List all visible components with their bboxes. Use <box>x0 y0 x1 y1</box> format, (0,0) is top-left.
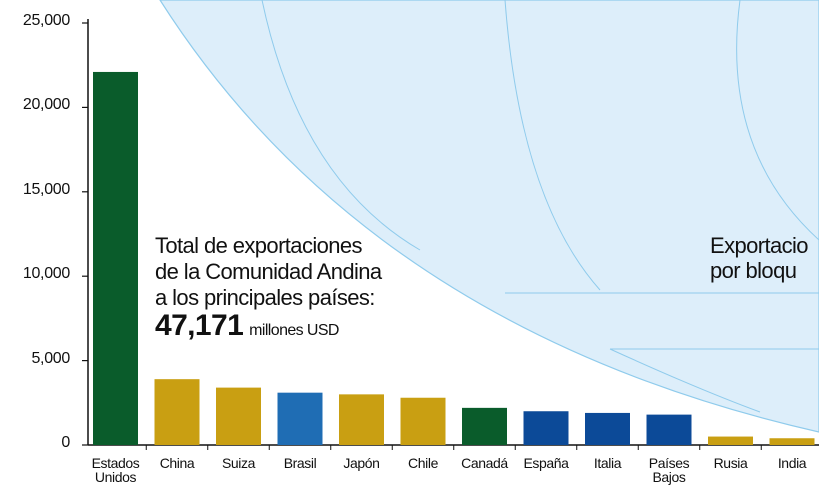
bar <box>462 407 507 445</box>
x-tick-label: Chile <box>408 455 438 471</box>
x-tick-label: Japón <box>343 455 380 471</box>
bar <box>769 438 815 445</box>
bar <box>523 411 569 445</box>
x-tick-label: China <box>159 455 195 471</box>
x-tick-label: India <box>777 455 807 471</box>
background-globe <box>159 0 819 433</box>
y-tick-label: 5,000 <box>31 349 70 367</box>
bar <box>400 397 446 445</box>
side-annotation: Exportacio por bloqu <box>710 233 809 283</box>
x-tick-label: Rusia <box>713 455 748 471</box>
annotation-total: 47,171 <box>155 309 244 342</box>
bar <box>277 392 323 445</box>
x-tick-label: Estados Unidos <box>91 455 140 485</box>
x-tick-label: Brasil <box>283 455 317 471</box>
bar <box>585 412 630 445</box>
x-tick-label: España <box>523 455 569 471</box>
annotation-line: Total de exportaciones <box>155 233 363 258</box>
side-annotation-line: Exportacio <box>710 233 809 258</box>
bar <box>154 379 200 445</box>
x-tick-label: Países Bajos <box>648 455 690 485</box>
bar <box>93 71 138 446</box>
side-annotation-line: por bloqu <box>710 258 797 283</box>
x-tick-label: Suiza <box>221 455 256 471</box>
annotation-unit: millones USD <box>249 322 339 339</box>
y-tick-label: 10,000 <box>22 265 70 283</box>
bar <box>339 394 384 445</box>
x-tick-label: Italia <box>593 455 622 471</box>
total-annotation: Total de exportaciones de la Comunidad An… <box>155 233 382 344</box>
y-tick-label: 0 <box>61 434 70 451</box>
annotation-line: de la Comunidad Andina <box>155 259 382 284</box>
y-tick-label: 20,000 <box>22 96 70 114</box>
annotation-total-row: 47,171 millones USD <box>155 311 382 344</box>
x-tick-label: Canadá <box>461 455 508 471</box>
annotation-line: a los principales países: <box>155 285 375 310</box>
bar <box>708 436 753 445</box>
bar <box>646 414 692 445</box>
y-tick-label: 15,000 <box>22 180 70 198</box>
y-tick-label: 25,000 <box>22 12 70 29</box>
bar <box>216 387 261 445</box>
